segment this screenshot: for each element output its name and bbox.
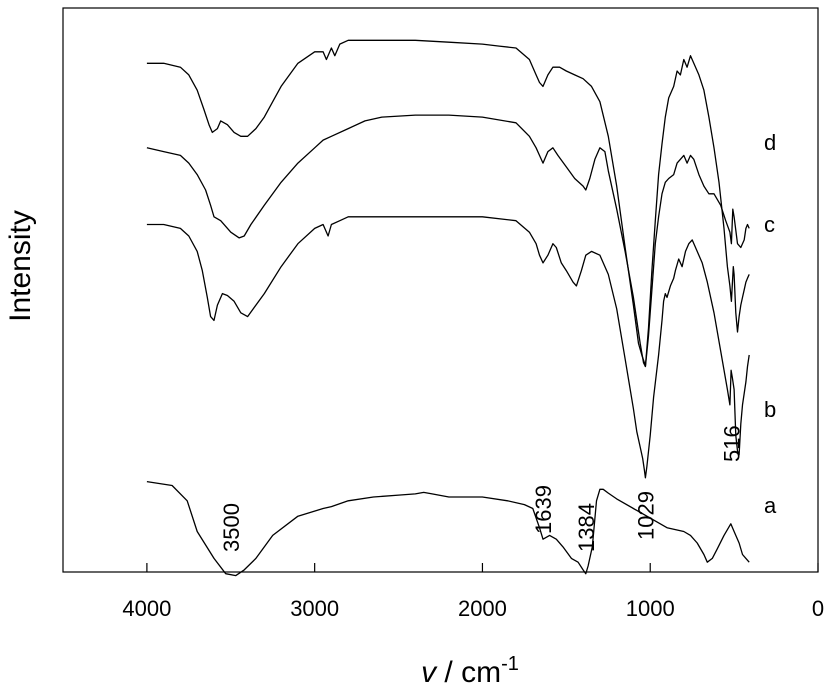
peak-annotation-1384: 1384 (574, 503, 599, 552)
x-axis-ticks: 4000 3000 2000 1000 0 (122, 563, 824, 621)
spectrum-line-a (146, 480, 750, 577)
series-labels: a b c d (764, 130, 777, 518)
series-label-b: b (764, 397, 776, 422)
series-label-c: c (764, 212, 775, 237)
peak-annotations: 3500 1639 1384 1029 516 (219, 425, 745, 552)
x-tick-label: 0 (812, 596, 824, 621)
plot-frame (62, 7, 819, 573)
x-tick-label: 3000 (290, 596, 339, 621)
spectrum-line-d (146, 39, 750, 368)
peak-annotation-3500: 3500 (219, 503, 244, 552)
peak-annotation-516: 516 (719, 425, 744, 462)
y-axis-title: Intensity (4, 210, 37, 322)
peak-annotation-1639: 1639 (531, 485, 556, 534)
x-axis-title-unit: / cm (436, 656, 501, 689)
series-label-d: d (764, 130, 776, 155)
spectrum-line-c (146, 114, 750, 368)
x-axis-title: v / cm-1 (421, 653, 519, 689)
x-tick-label: 4000 (122, 596, 171, 621)
x-tick-label: 1000 (626, 596, 675, 621)
series-label-a: a (764, 493, 777, 518)
x-tick-label: 2000 (458, 596, 507, 621)
x-axis-title-symbol: v (421, 656, 438, 689)
spectrum-line-b (146, 216, 750, 479)
series-lines (146, 39, 750, 577)
peak-annotation-1029: 1029 (633, 491, 658, 540)
x-axis-title-exponent: -1 (501, 653, 519, 675)
